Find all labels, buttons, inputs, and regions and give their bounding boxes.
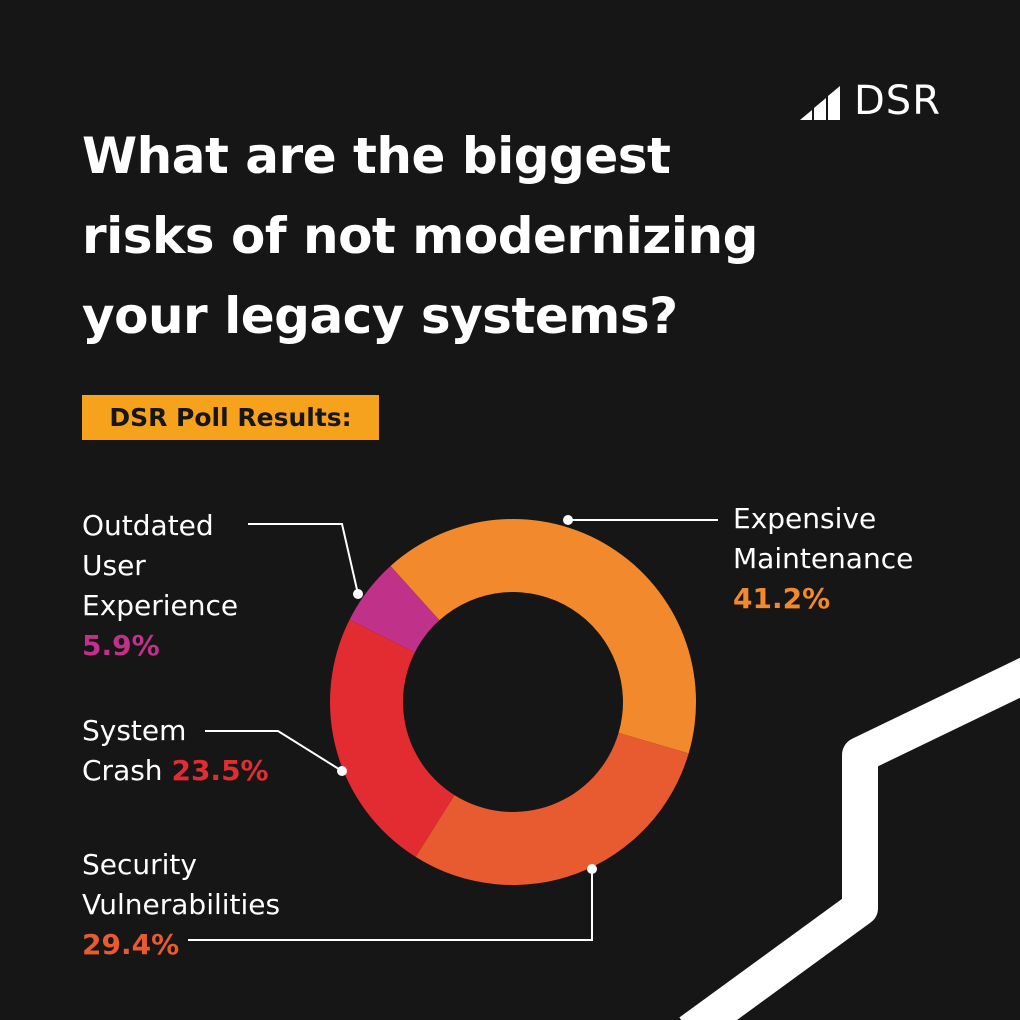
label-text: Maintenance <box>733 542 914 575</box>
leader-line-security-vulnerabilities <box>188 869 593 941</box>
label-text: Expensive <box>733 502 877 535</box>
leader-dot-security-vulnerabilities <box>587 864 597 874</box>
label-expensive-maintenance: Expensive Maintenance 41.2% <box>733 499 913 619</box>
title-line: your legacy systems? <box>82 287 678 345</box>
brand-name: DSR <box>854 78 941 124</box>
poll-results-badge: DSR Poll Results: <box>82 395 379 440</box>
label-text: System <box>82 714 187 747</box>
label-text: Crash <box>82 754 163 787</box>
donut-slice-security-vulnerabilities <box>415 732 689 885</box>
value-label: 29.4% <box>82 928 180 961</box>
value-label: 5.9% <box>82 629 160 662</box>
title-line: risks of not modernizing <box>82 207 758 265</box>
label-system-crash: System Crash 23.5% <box>82 711 269 791</box>
leader-lines <box>188 515 718 941</box>
label-text: Experience <box>82 589 239 622</box>
leader-line-outdated-user-experience <box>248 523 359 595</box>
label-text: User <box>82 549 146 582</box>
dsr-logo-icon <box>800 86 840 120</box>
leader-line-system-crash <box>205 730 343 772</box>
label-text: Vulnerabilities <box>82 888 281 921</box>
label-security-vulnerabilities: Security Vulnerabilities 29.4% <box>82 845 280 965</box>
label-outdated-user-experience: Outdated User Experience 5.9% <box>82 506 238 666</box>
value-label: 23.5% <box>171 754 269 787</box>
title-line: What are the biggest <box>82 127 671 185</box>
label-text: Security <box>82 848 197 881</box>
donut-slice-expensive-maintenance <box>390 519 696 754</box>
leader-dot-expensive-maintenance <box>563 515 573 525</box>
leader-dot-system-crash <box>337 766 347 776</box>
donut-slice-outdated-user-experience <box>349 566 440 653</box>
page-title: What are the biggest risks of not modern… <box>82 116 882 356</box>
label-text: Outdated <box>82 509 214 542</box>
donut-slice-system-crash <box>330 619 455 857</box>
leader-dot-outdated-user-experience <box>353 589 363 599</box>
value-label: 41.2% <box>733 582 831 615</box>
